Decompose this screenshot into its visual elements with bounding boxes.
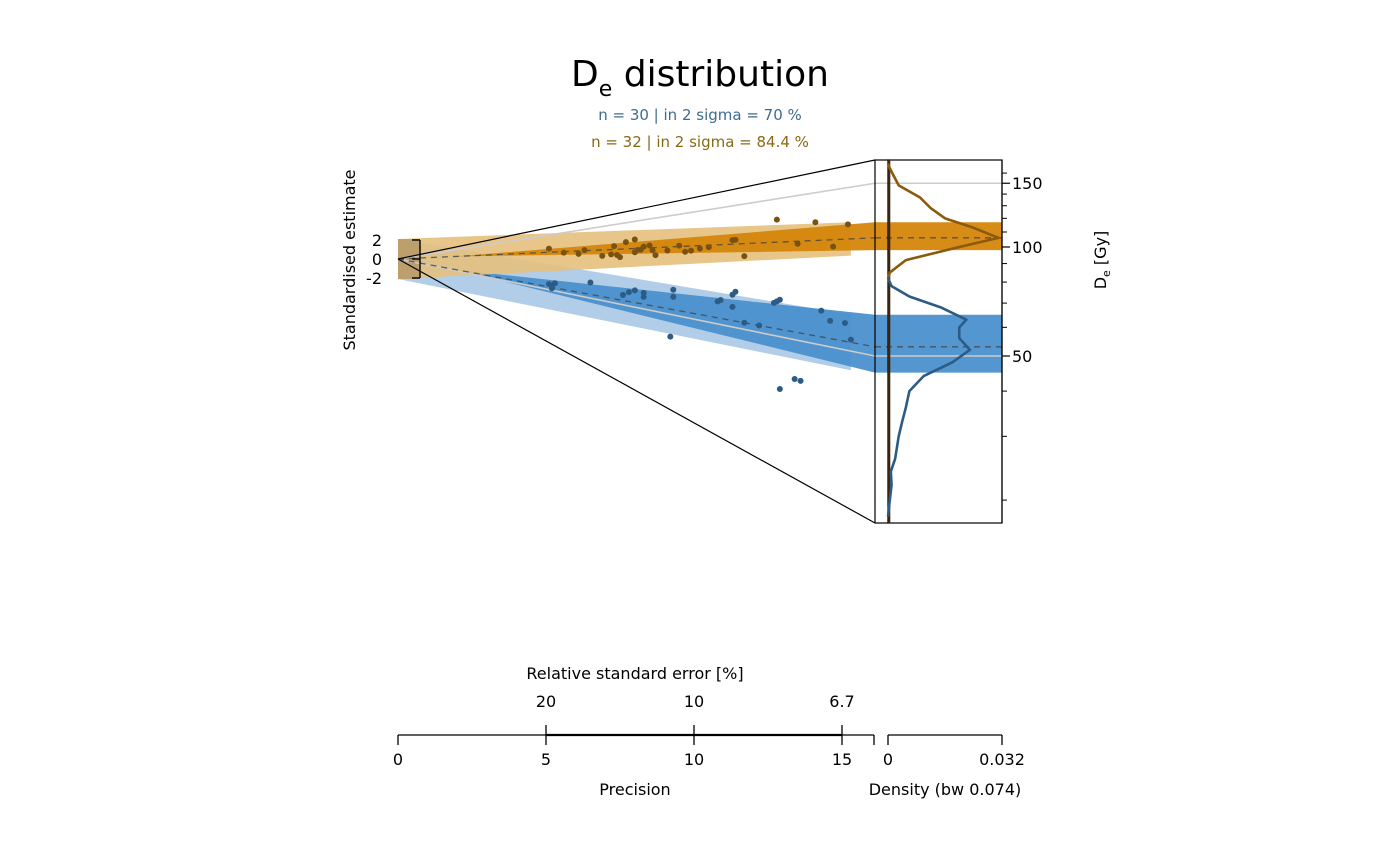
x2-tick-label-2: 6.7 — [829, 692, 854, 711]
reference-lines — [397, 182, 1002, 357]
density-curves — [886, 163, 1000, 517]
plot-frame — [397, 159, 1003, 524]
stats-line-1: n = 30 | in 2 sigma = 70 % — [598, 106, 802, 124]
z-label-rest: [Gy] — [1091, 231, 1110, 270]
z-tick-label-2: 50 — [1012, 347, 1032, 366]
data-point-0-27 — [791, 376, 798, 383]
x2-tick-label-0: 20 — [536, 692, 556, 711]
data-point-1-20 — [688, 247, 695, 254]
data-point-1-24 — [732, 236, 739, 243]
x-axis-label: Precision — [599, 780, 670, 799]
density-curve-1 — [886, 163, 1000, 279]
x-tick-label-0: 0 — [393, 750, 403, 769]
central-line-0 — [397, 258, 876, 348]
data-point-1-17 — [664, 247, 671, 254]
z-axis-label: De [Gy] — [1091, 231, 1113, 290]
reference-line-1 — [397, 258, 876, 357]
central-line-1 — [397, 237, 876, 260]
data-point-1-31 — [622, 239, 629, 246]
y-axis-label: Standardised estimate — [340, 169, 359, 350]
data-point-0-23 — [827, 317, 834, 324]
data-point-1-6 — [611, 243, 618, 250]
data-point-0-18 — [756, 322, 763, 329]
title-main: D — [571, 54, 599, 95]
x2-tick-label-1: 10 — [684, 692, 704, 711]
z-label-main: D — [1091, 277, 1110, 289]
data-point-0-7 — [631, 287, 638, 294]
data-point-0-29 — [847, 336, 854, 343]
data-point-1-13 — [640, 243, 647, 250]
central-lines — [397, 237, 1002, 348]
density-axis-label: Density (bw 0.074) — [869, 780, 1022, 799]
z-tick-label-1: 100 — [1012, 238, 1043, 257]
z-label-subscript: e — [1100, 270, 1113, 277]
data-point-1-25 — [741, 253, 748, 260]
data-points — [545, 216, 854, 392]
data-point-1-26 — [773, 216, 780, 223]
data-point-1-2 — [575, 250, 582, 257]
y-tick-label-0: 2 — [372, 231, 382, 250]
data-point-1-3 — [581, 247, 588, 254]
data-point-1-5 — [608, 251, 615, 258]
x-tick-label-2: 10 — [684, 750, 704, 769]
data-point-0-3 — [548, 282, 555, 289]
data-point-1-22 — [705, 244, 712, 251]
data-point-0-5 — [619, 292, 626, 299]
data-point-0-11 — [670, 293, 677, 300]
data-point-1-14 — [646, 242, 653, 249]
data-point-0-10 — [670, 286, 677, 293]
reference-line-0 — [397, 182, 876, 260]
data-point-1-28 — [812, 219, 819, 226]
z-tick-label-0: 150 — [1012, 174, 1043, 193]
data-point-0-4 — [587, 279, 594, 286]
data-point-0-6 — [625, 289, 632, 296]
data-point-1-30 — [844, 221, 851, 228]
data-point-0-24 — [841, 320, 848, 327]
data-point-0-16 — [732, 288, 739, 295]
data-point-0-9 — [640, 289, 647, 296]
data-point-1-0 — [545, 245, 552, 252]
data-point-1-8 — [617, 254, 623, 261]
frame-lower — [397, 258, 876, 524]
apex-overlap — [398, 239, 420, 279]
data-point-0-17 — [741, 319, 748, 326]
frame-upper — [397, 159, 876, 260]
data-point-1-1 — [560, 249, 567, 256]
data-point-0-14 — [729, 303, 736, 310]
confidence-bands — [398, 222, 1002, 373]
chart-title: De distribution — [571, 54, 829, 102]
data-point-1-27 — [794, 240, 801, 247]
data-point-0-13 — [717, 297, 724, 304]
data-point-1-18 — [676, 242, 683, 249]
data-point-1-15 — [649, 247, 656, 254]
title-rest: distribution — [612, 54, 829, 95]
data-point-0-22 — [818, 307, 825, 314]
data-point-1-9 — [631, 236, 638, 243]
density-tick-label-0: 0 — [883, 750, 893, 769]
y-tick-label-2: -2 — [366, 269, 382, 288]
x-tick-label-1: 5 — [541, 750, 551, 769]
title-subscript: e — [599, 77, 613, 102]
data-point-1-4 — [599, 252, 606, 259]
data-point-1-16 — [652, 252, 659, 259]
x2-axis-label: Relative standard error [%] — [526, 664, 743, 683]
x-tick-label-3: 15 — [832, 750, 852, 769]
data-point-1-29 — [830, 243, 837, 250]
data-point-0-26 — [776, 385, 783, 392]
data-point-1-19 — [682, 248, 689, 255]
density-curve-0 — [886, 277, 972, 517]
data-point-0-21 — [776, 296, 783, 303]
data-point-0-25 — [667, 333, 674, 340]
stats-line-2: n = 32 | in 2 sigma = 84.4 % — [591, 133, 809, 151]
data-point-1-21 — [696, 245, 703, 252]
data-point-0-28 — [797, 377, 804, 384]
y-tick-label-1: 0 — [372, 250, 382, 269]
density-tick-label-1: 0.032 — [979, 750, 1025, 769]
